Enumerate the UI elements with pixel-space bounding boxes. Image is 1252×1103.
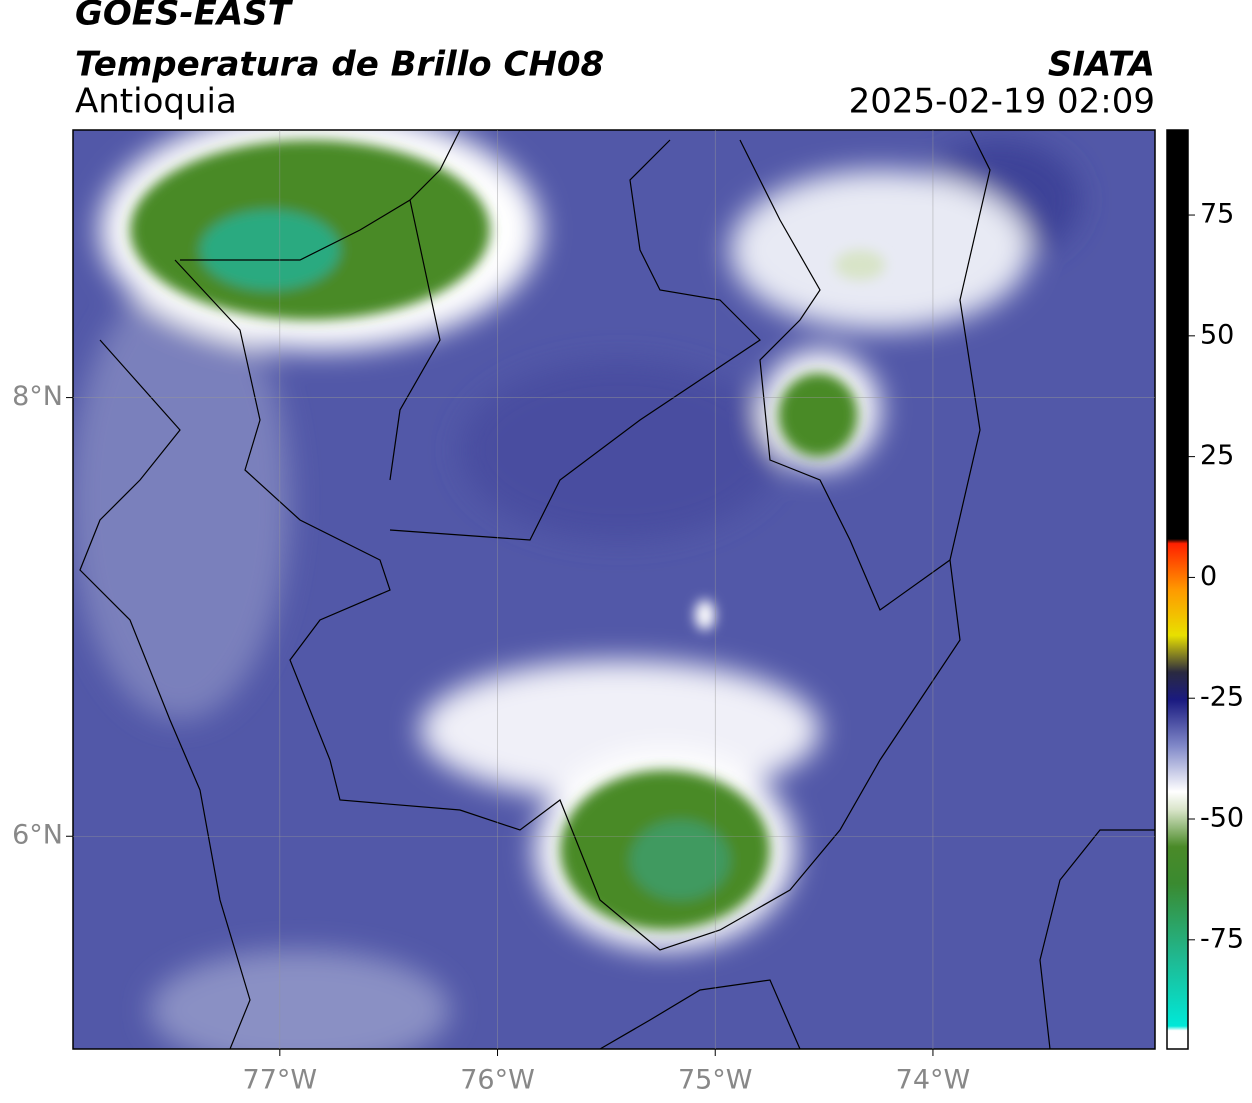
subtitle: Temperatura de Brillo CH08 [75, 45, 604, 85]
datetime: 2025-02-19 02:09 [849, 82, 1155, 122]
map-frame [72, 129, 1156, 1050]
colorbar-tick-label: 50 [1200, 319, 1234, 350]
x-tick-label: 74°W [896, 1065, 971, 1096]
title: GOES-EAST [75, 0, 294, 34]
region: Antioquia [75, 82, 237, 122]
x-tick-label: 76°W [460, 1065, 535, 1096]
source: SIATA [1048, 45, 1155, 85]
y-tick-label: 6°N [12, 820, 63, 851]
y-tick-label: 8°N [12, 381, 63, 412]
colorbar-tick-label: -50 [1200, 803, 1244, 834]
colorbar-tick-label: 0 [1200, 561, 1217, 592]
colorbar [1166, 129, 1189, 1050]
colorbar-tick-label: -75 [1200, 923, 1244, 954]
satellite-image [73, 130, 1155, 1049]
x-tick-label: 75°W [678, 1065, 753, 1096]
x-tick-label: 77°W [243, 1065, 318, 1096]
colorbar-tick-label: 25 [1200, 440, 1234, 471]
colorbar-tick-label: 75 [1200, 199, 1234, 230]
colorbar-tick-label: -25 [1200, 682, 1244, 713]
